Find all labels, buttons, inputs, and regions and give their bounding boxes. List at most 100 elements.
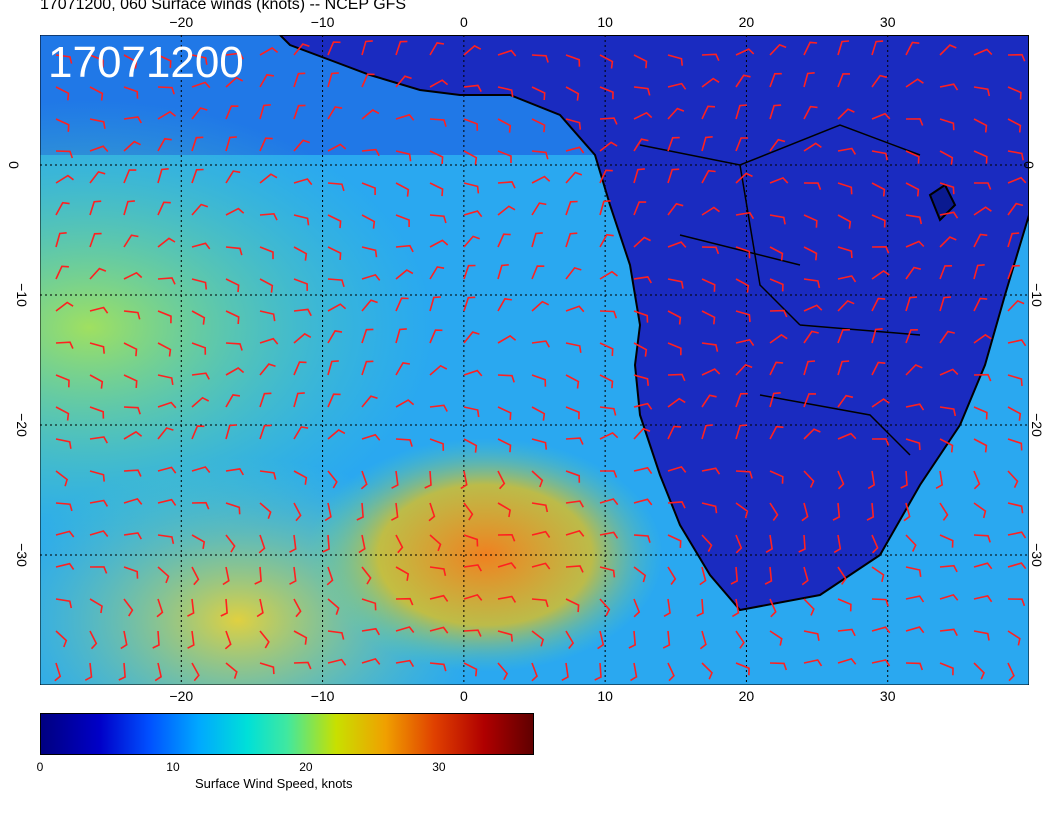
wind-barb <box>769 309 788 318</box>
wind-barb <box>429 329 443 344</box>
wind-barb <box>395 214 410 227</box>
wind-barb <box>531 374 547 387</box>
wind-barb <box>463 296 476 312</box>
wind-barb <box>463 629 482 637</box>
wind-barb <box>259 137 273 152</box>
colorbar-tick: 20 <box>299 760 313 774</box>
wind-barb <box>735 534 743 554</box>
wind-barb <box>429 662 447 672</box>
wind-barb <box>667 662 675 682</box>
wind-barb <box>735 172 753 184</box>
lon-tick-bottom: 20 <box>738 688 755 704</box>
wind-barb <box>531 175 551 184</box>
wind-barb <box>905 626 925 634</box>
wind-barb <box>327 658 347 666</box>
wind-barb <box>600 470 618 478</box>
wind-barb <box>361 395 378 408</box>
wind-barb <box>259 73 275 88</box>
wind-barb <box>973 594 993 603</box>
wind-barb <box>1007 438 1023 451</box>
wind-barb <box>429 566 447 576</box>
wind-barb <box>361 598 377 611</box>
wind-barb <box>701 502 718 514</box>
wind-barb <box>191 466 211 473</box>
wind-barb <box>633 276 652 284</box>
wind-barb <box>663 598 671 617</box>
wind-barb <box>497 562 517 569</box>
wind-barb <box>327 429 346 440</box>
wind-barb <box>565 598 580 613</box>
wind-barb <box>55 174 74 184</box>
wind-barb <box>667 202 684 216</box>
wind-barb <box>939 406 957 417</box>
wind-barb <box>123 430 143 440</box>
wind-barb <box>837 299 855 312</box>
wind-barb <box>293 630 308 645</box>
wind-barb <box>735 310 751 322</box>
wind-barb <box>1007 339 1027 347</box>
wind-barb <box>89 630 98 650</box>
map-title: 17071200, 060 Surface winds (knots) -- N… <box>40 0 407 13</box>
wind-barb <box>939 628 958 636</box>
wind-barb <box>1007 562 1027 570</box>
wind-barb <box>293 470 308 485</box>
wind-barb <box>531 300 550 312</box>
wind-barb <box>667 373 686 382</box>
wind-barb <box>735 74 751 88</box>
wind-barb <box>701 246 720 255</box>
wind-barb <box>837 657 857 665</box>
wind-barb <box>89 406 105 419</box>
wind-barb <box>1007 176 1027 184</box>
wind-barb <box>735 392 748 408</box>
wind-barb <box>565 118 582 130</box>
wind-barb <box>803 41 818 56</box>
wind-barb <box>327 360 339 376</box>
wind-barb <box>463 331 480 344</box>
wind-barb <box>327 598 340 615</box>
wind-barb <box>463 662 478 677</box>
lon-tick-top: 0 <box>459 14 468 30</box>
wind-barb <box>361 182 376 195</box>
wind-barb <box>497 150 512 164</box>
wind-barb <box>293 43 310 56</box>
wind-barb <box>939 534 954 548</box>
wind-barb <box>463 564 482 572</box>
wind-barb <box>871 245 890 254</box>
wind-barb <box>973 48 993 56</box>
wind-barb <box>701 310 716 325</box>
wind-barb <box>973 630 990 641</box>
wind-barb <box>735 630 745 649</box>
wind-barb <box>701 77 720 88</box>
wind-barb <box>259 173 278 184</box>
wind-barb <box>123 374 138 388</box>
wind-barb <box>157 466 177 474</box>
lon-tick-bottom: 10 <box>597 688 613 704</box>
wind-barb <box>293 214 310 226</box>
wind-barb <box>429 364 448 376</box>
wind-barb <box>157 498 177 506</box>
wind-barb <box>463 502 474 521</box>
wind-barb <box>973 264 985 280</box>
wind-barb <box>89 54 104 68</box>
wind-barb <box>259 392 272 408</box>
wind-barb <box>225 394 241 408</box>
lon-tick-bottom: 30 <box>879 688 896 704</box>
lat-lon-grid <box>40 35 1029 685</box>
wind-barb <box>871 598 889 607</box>
wind-barb <box>191 396 210 408</box>
wind-barb <box>191 566 200 586</box>
wind-barb <box>191 278 208 290</box>
wind-barb <box>701 206 720 216</box>
wind-barb <box>497 406 512 420</box>
lon-tick-top: −20 <box>169 14 194 30</box>
wind-barb <box>395 362 411 376</box>
wind-barb <box>939 502 949 521</box>
wind-barb <box>871 626 891 634</box>
wind-barb <box>395 566 410 581</box>
wind-barb <box>531 86 546 101</box>
lon-tick-bottom: 0 <box>459 688 468 704</box>
wind-barb <box>424 470 432 489</box>
wind-barb <box>973 206 992 216</box>
wind-barb <box>803 360 816 376</box>
wind-barb <box>55 301 74 312</box>
